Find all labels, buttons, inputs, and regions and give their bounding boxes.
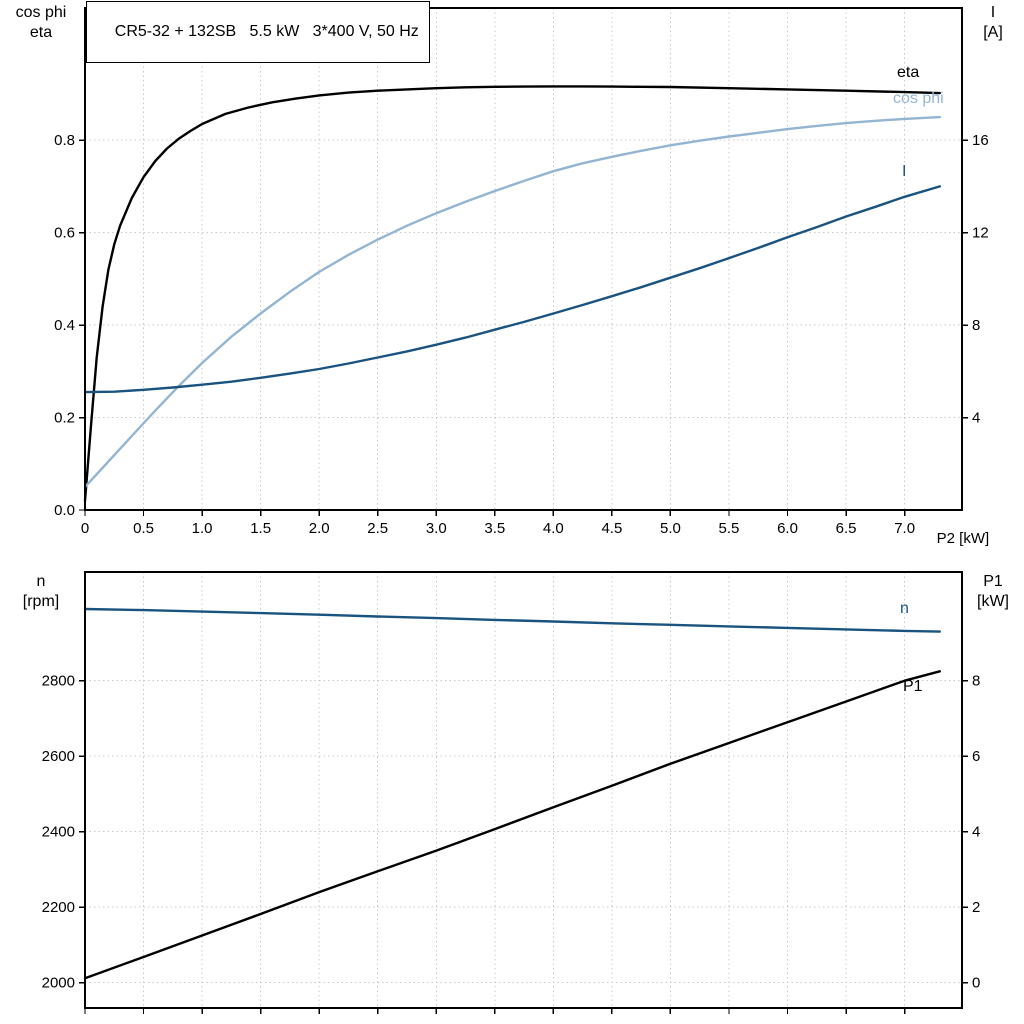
x-axis-title: P2 [kW] <box>920 513 990 564</box>
x-tick-label: 3.0 <box>426 520 447 537</box>
x-tick-label: 5.0 <box>660 520 681 537</box>
y-left-tick-label: 2400 <box>42 824 75 841</box>
y-left-tick-label: 0.2 <box>54 410 75 427</box>
current-unit-label: [A] <box>983 24 1003 41</box>
y-right-tick-label: 2 <box>972 899 980 916</box>
x-tick-label: 3.5 <box>484 520 505 537</box>
bottom-right-axis-title: P1 [kW] <box>962 572 1024 612</box>
eta-curve-label: eta <box>897 64 919 81</box>
motor-efficiency-chart: eta cos phi I 0 0.5 1.0 1.5 2.0 2.5 3.0 3.5 4.0 4.5 5… <box>54 7 989 537</box>
chart-title: CR5-32 + 132SB 5.5 kW 3*400 V, 50 Hz <box>114 23 419 40</box>
x-tick-label: 2.5 <box>367 520 388 537</box>
y-left-tick-label: 0.0 <box>54 502 75 519</box>
x-tick-label: 7.0 <box>894 520 915 537</box>
eta-curve <box>83 85 941 502</box>
x-tick-label: 6.5 <box>836 520 857 537</box>
x-tick-label: 4.0 <box>543 520 564 537</box>
p1-curve-label: P1 <box>903 678 923 695</box>
current-curve <box>83 185 941 394</box>
y-right-tick-label: 16 <box>972 132 989 149</box>
x-tick-label: 1.0 <box>192 520 213 537</box>
y-right-tick-label: 12 <box>972 225 989 242</box>
y-right-tick-label: 6 <box>972 748 980 765</box>
current-axis-label: I <box>990 4 996 21</box>
y-left-tick-label: 2800 <box>42 673 75 690</box>
p1-unit-label: [kW] <box>977 593 1009 610</box>
chart-title-box: CR5-32 + 132SB 5.5 kW 3*400 V, 50 Hz <box>86 1 430 63</box>
y-right-tick-label: 8 <box>972 317 980 334</box>
x-tick-label: 0.5 <box>133 520 154 537</box>
y-right-tick-label: 0 <box>972 975 980 992</box>
y-right-tick-label: 4 <box>972 410 980 427</box>
top-left-axis-title: cos phi eta <box>0 3 82 43</box>
x-tick-label: 0 <box>81 520 89 537</box>
bottom-left-axis-title: n [rpm] <box>0 572 82 612</box>
speed-unit-label: [rpm] <box>22 593 60 610</box>
x-tick-label: 4.5 <box>601 520 622 537</box>
current-curve-label: I <box>902 163 906 180</box>
y-left-tick-label: 2000 <box>42 975 75 992</box>
plot-frame <box>84 7 963 511</box>
y-left-tick-label: 2200 <box>42 899 75 916</box>
motor-speed-power-chart: n P1 2000 2200 2400 2600 2800 0 2 4 6 8 <box>42 571 980 1014</box>
speed-curve <box>83 607 941 633</box>
x-tick-label: 1.5 <box>250 520 271 537</box>
plot-frame <box>84 571 963 1009</box>
top-right-axis-title: I [A] <box>962 3 1024 43</box>
cos-phi-axis-label: cos phi <box>15 4 67 21</box>
eta-axis-label: eta <box>29 24 53 41</box>
y-right-tick-label: 4 <box>972 824 980 841</box>
p1-axis-label: P1 <box>983 573 1003 590</box>
x-tick-label: 2.0 <box>309 520 330 537</box>
y-left-tick-label: 0.6 <box>54 225 75 242</box>
x-tick-label: 5.5 <box>719 520 740 537</box>
cos-phi-curve <box>83 115 941 489</box>
speed-axis-label: n <box>36 573 46 590</box>
y-left-tick-label: 2600 <box>42 748 75 765</box>
y-right-tick-label: 8 <box>972 673 980 690</box>
x-tick-label: 6.0 <box>777 520 798 537</box>
speed-curve-label: n <box>900 600 909 617</box>
p1-curve <box>83 670 941 980</box>
y-left-tick-label: 0.4 <box>54 317 75 334</box>
p2-axis-label: P2 [kW] <box>936 530 990 547</box>
y-left-tick-label: 0.8 <box>54 132 75 149</box>
cos-phi-curve-label: cos phi <box>893 90 944 107</box>
